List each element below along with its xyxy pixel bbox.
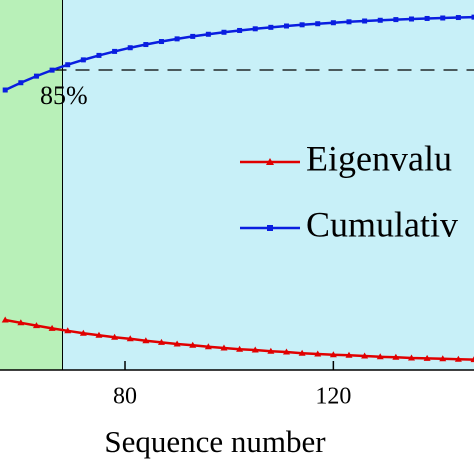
point-marker: [299, 22, 305, 28]
point-marker: [393, 17, 399, 23]
x-axis-label: Sequence number: [104, 424, 326, 459]
point-marker: [268, 24, 274, 30]
highlight-region: [0, 0, 63, 370]
point-marker: [32, 322, 40, 329]
point-marker: [251, 346, 259, 353]
point-marker: [112, 48, 118, 54]
point-marker: [49, 67, 55, 73]
point-marker: [221, 29, 227, 35]
point-marker: [189, 341, 197, 348]
point-marker: [439, 355, 447, 362]
point-marker: [2, 87, 8, 93]
point-marker: [330, 20, 336, 26]
point-marker: [376, 353, 384, 360]
point-marker: [454, 355, 462, 362]
point-marker: [205, 31, 211, 37]
point-marker: [315, 21, 321, 27]
plot-background: [0, 0, 474, 370]
point-marker: [204, 343, 212, 350]
point-marker: [65, 62, 71, 68]
point-marker: [423, 354, 431, 361]
point-marker: [79, 329, 87, 336]
point-marker: [282, 348, 290, 355]
legend-label: Cumulativ: [306, 204, 458, 244]
point-marker: [298, 349, 306, 356]
point-marker: [424, 15, 430, 21]
point-marker: [95, 331, 103, 338]
point-marker: [314, 350, 322, 357]
point-marker: [174, 36, 180, 42]
point-marker: [362, 18, 368, 24]
point-marker: [1, 316, 9, 323]
point-marker: [18, 80, 24, 86]
point-marker: [237, 27, 243, 33]
point-marker: [408, 16, 414, 22]
point-marker: [111, 333, 119, 340]
point-marker: [157, 338, 165, 345]
point-marker: [345, 351, 353, 358]
point-marker: [127, 45, 133, 51]
point-marker: [329, 351, 337, 358]
point-marker: [470, 356, 474, 363]
point-marker: [173, 340, 181, 347]
legend-marker: [266, 158, 274, 165]
point-marker: [455, 15, 461, 21]
point-marker: [471, 14, 474, 20]
legend-marker: [267, 225, 273, 231]
point-marker: [126, 335, 134, 342]
point-marker: [283, 23, 289, 29]
point-marker: [17, 319, 25, 326]
point-marker: [64, 327, 72, 334]
point-marker: [33, 73, 39, 79]
point-marker: [267, 347, 275, 354]
point-marker: [158, 39, 164, 45]
point-marker: [377, 17, 383, 23]
point-marker: [252, 26, 258, 32]
point-marker: [48, 324, 56, 331]
legend-label: Eigenvalu: [306, 138, 452, 178]
point-marker: [346, 19, 352, 25]
point-marker: [407, 354, 415, 361]
point-marker: [143, 42, 149, 48]
x-tick-label: 80: [113, 384, 137, 410]
point-marker: [142, 337, 150, 344]
point-marker: [80, 57, 86, 63]
point-marker: [220, 344, 228, 351]
point-marker: [440, 15, 446, 21]
point-marker: [361, 352, 369, 359]
point-marker: [392, 353, 400, 360]
threshold-label: 85%: [40, 81, 88, 110]
point-marker: [96, 52, 102, 58]
point-marker: [236, 345, 244, 352]
x-tick-label: 120: [315, 384, 351, 410]
point-marker: [190, 33, 196, 39]
